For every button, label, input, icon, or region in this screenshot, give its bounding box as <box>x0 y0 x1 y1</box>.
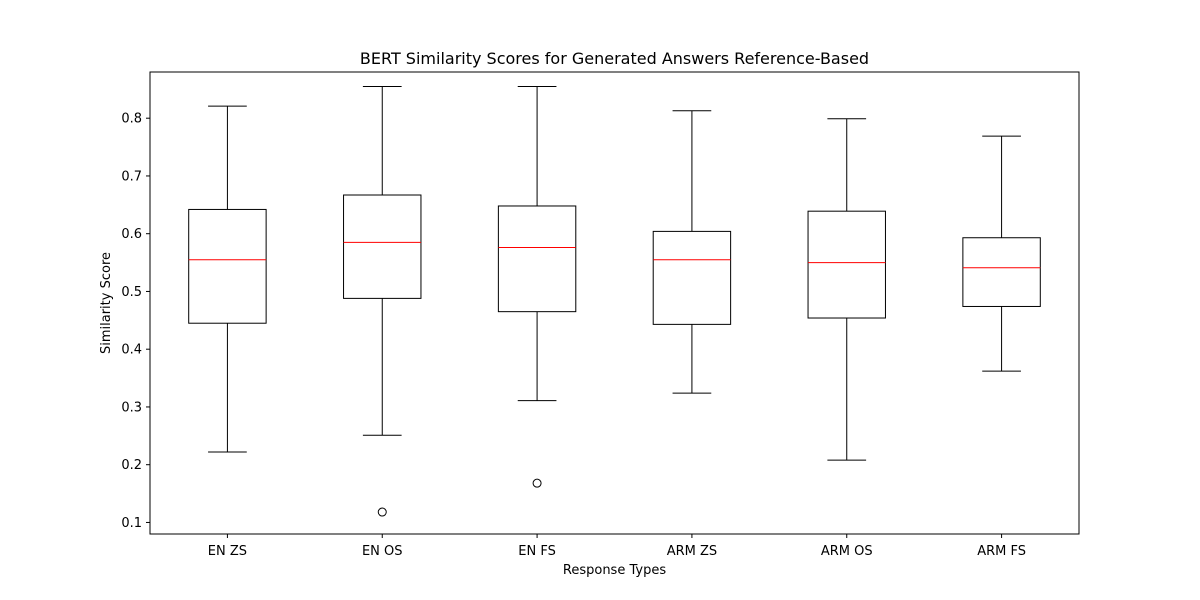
box-arm-zs <box>652 110 732 394</box>
outlier-point <box>532 478 542 488</box>
x-tick-label: ARM OS <box>821 544 873 559</box>
outlier-point <box>377 507 387 517</box>
box-arm-fs <box>962 135 1041 372</box>
x-axis-title: Response Types <box>563 563 666 578</box>
iqr-box <box>652 230 732 325</box>
boxes-group <box>188 85 1041 517</box>
y-axis: 0.1 0.2 0.3 0.4 0.5 0.6 0.7 0.8 <box>121 112 150 531</box>
iqr-box <box>962 237 1041 307</box>
x-axis: EN ZS EN OS EN FS ARM ZS ARM OS ARM FS <box>208 534 1026 559</box>
box-en-os <box>343 85 422 517</box>
box-en-zs <box>188 105 267 453</box>
y-axis-title: Similarity Score <box>99 252 114 354</box>
iqr-box <box>497 205 577 313</box>
iqr-box <box>807 210 886 319</box>
plot-area-frame <box>149 71 1080 535</box>
x-tick-label: EN OS <box>362 544 403 559</box>
box-arm-os <box>807 118 886 461</box>
x-tick-label: EN ZS <box>208 544 247 559</box>
iqr-box <box>343 194 422 299</box>
box-en-fs <box>497 85 577 488</box>
y-tick-label: 0.2 <box>121 458 142 473</box>
y-tick-label: 0.3 <box>121 400 142 415</box>
y-tick-label: 0.6 <box>121 227 142 242</box>
y-tick-label: 0.5 <box>121 285 142 300</box>
y-tick-label: 0.7 <box>121 169 142 184</box>
x-tick-label: ARM ZS <box>667 544 717 559</box>
x-tick-label: ARM FS <box>977 544 1026 559</box>
iqr-box <box>188 208 267 324</box>
chart-title: BERT Similarity Scores for Generated Ans… <box>360 49 869 68</box>
y-tick-label: 0.1 <box>121 516 142 531</box>
x-tick-label: EN FS <box>518 544 556 559</box>
y-tick-label: 0.4 <box>121 343 142 358</box>
y-tick-label: 0.8 <box>121 112 142 127</box>
